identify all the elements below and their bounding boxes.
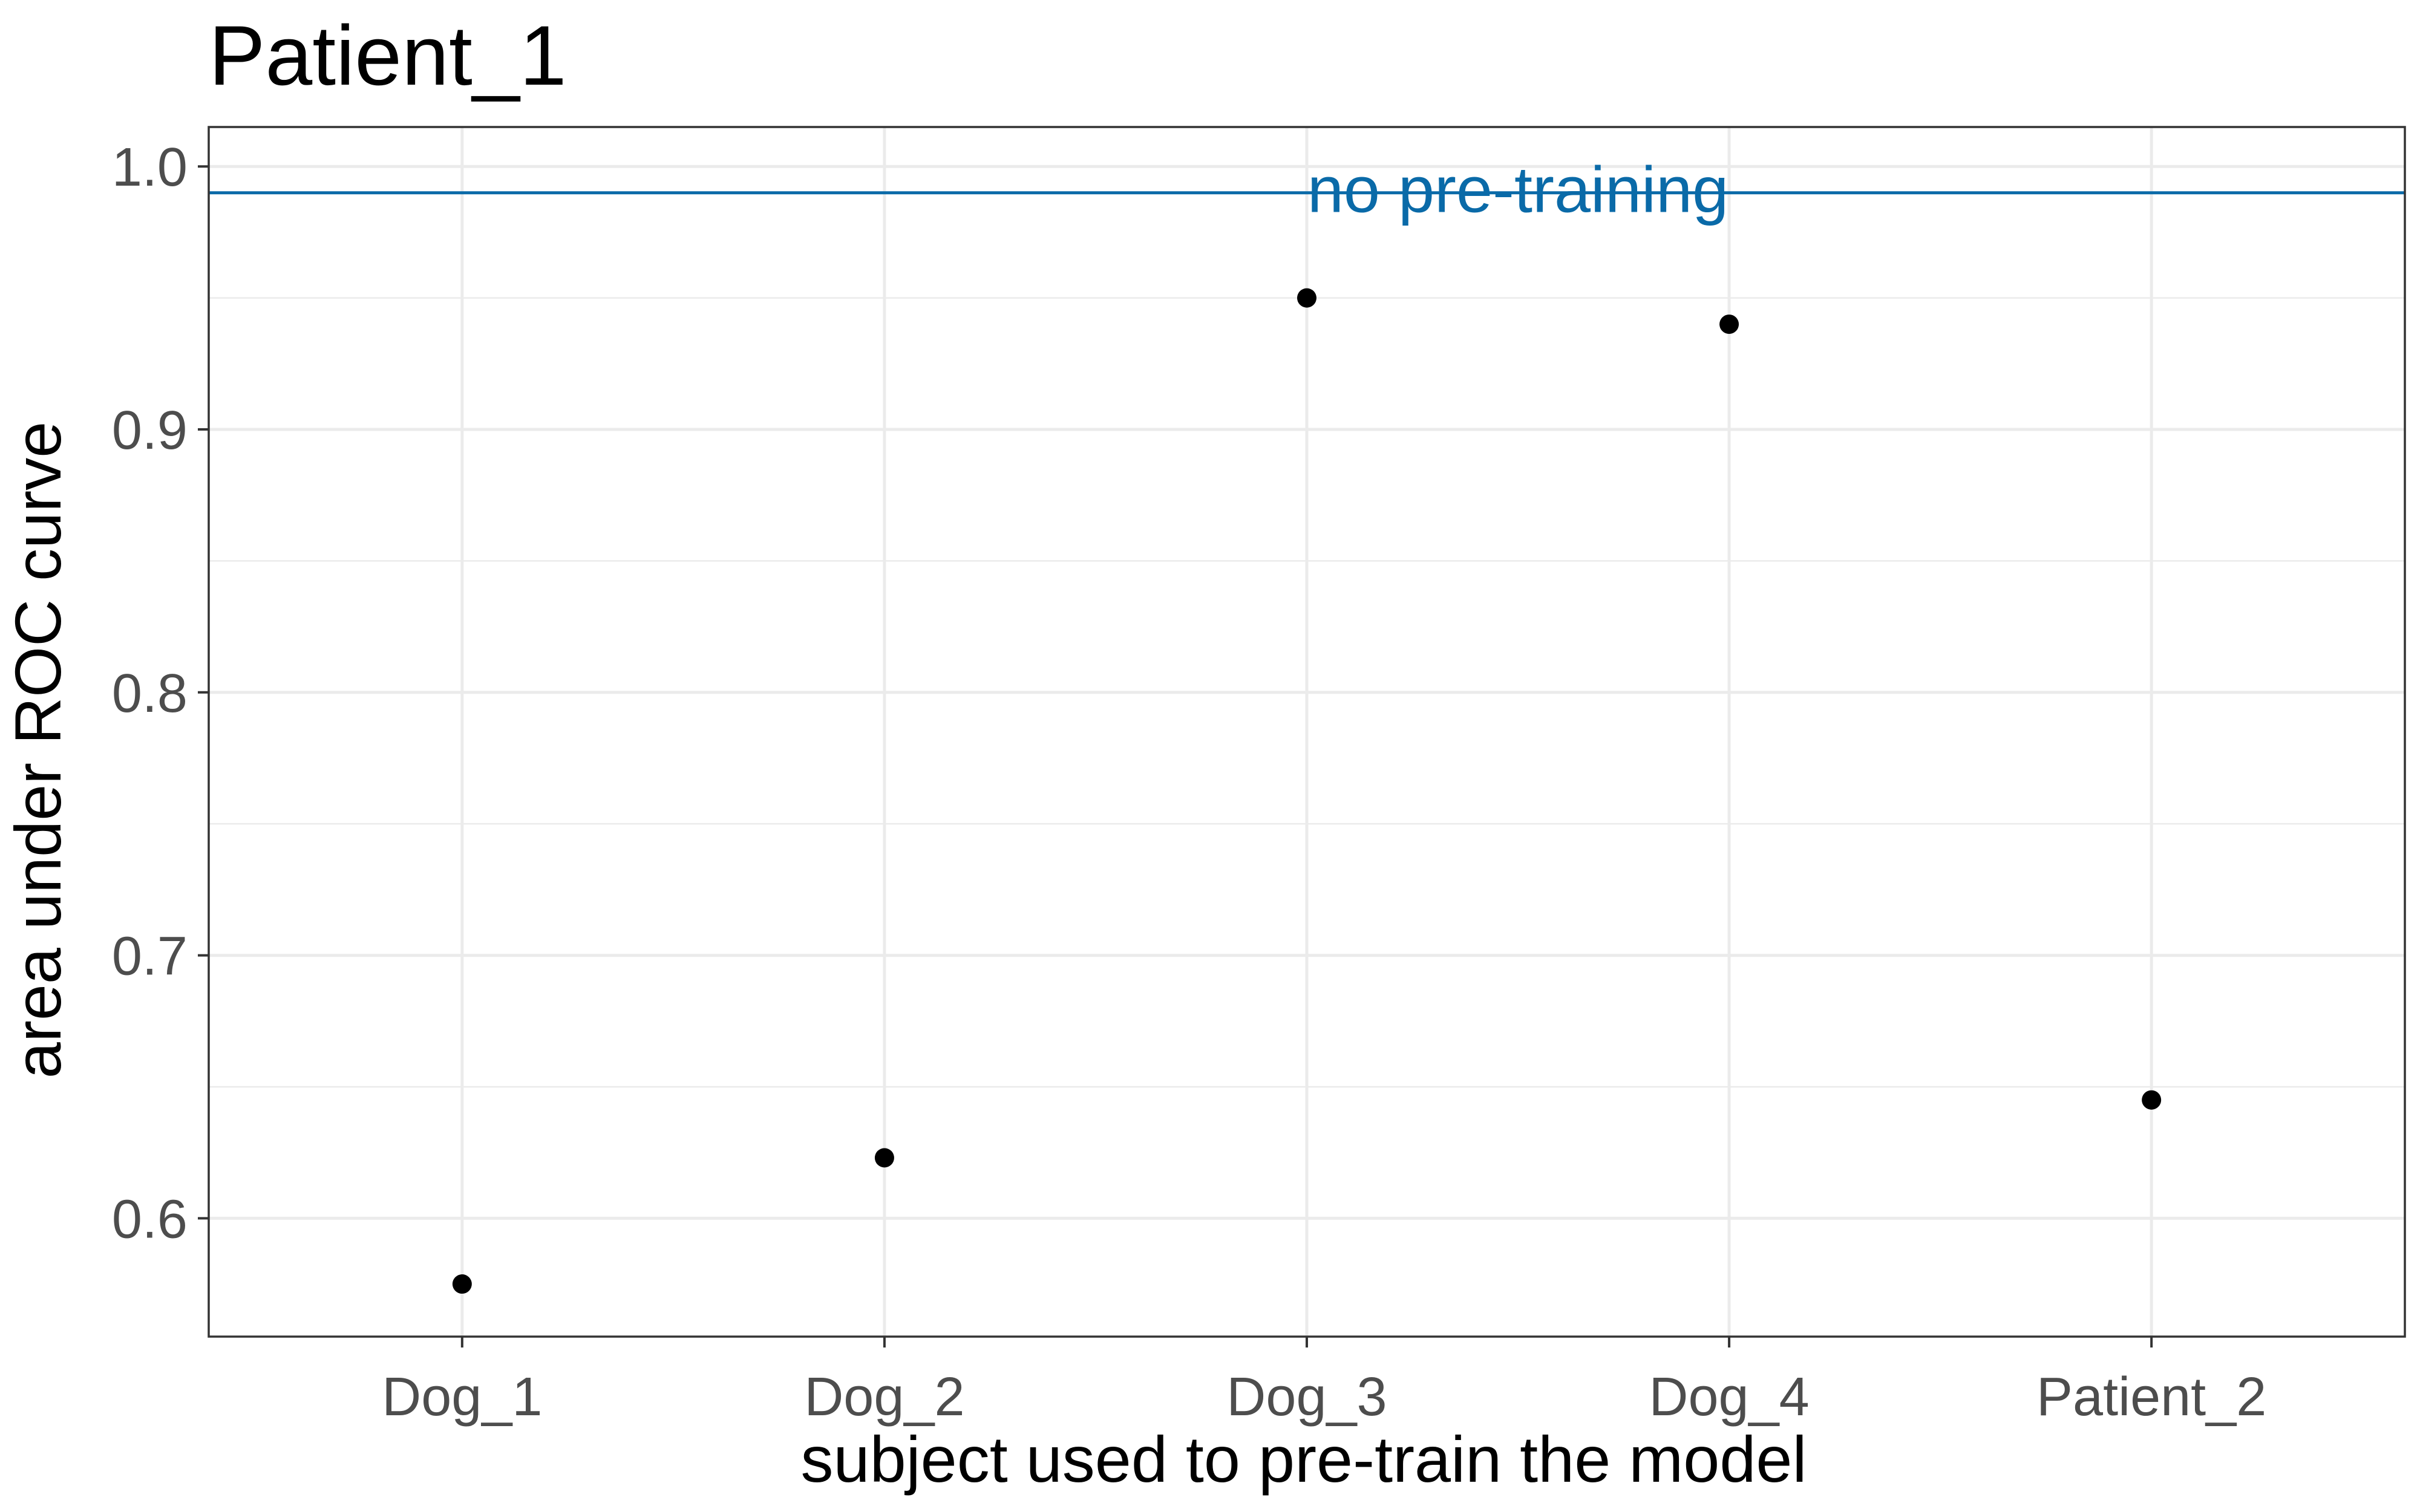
x-axis-ticks: Dog_1 Dog_2 Dog_3 Dog_4 Patient_2 xyxy=(382,1337,2266,1427)
data-point-patient-2 xyxy=(2142,1090,2162,1110)
y-tick-label: 0.8 xyxy=(112,663,188,724)
y-axis-ticks: 0.6 0.7 0.8 0.9 1.0 xyxy=(112,137,209,1250)
y-tick-label: 1.0 xyxy=(112,137,188,198)
major-gridlines xyxy=(209,127,2405,1337)
x-tick-label: Dog_2 xyxy=(804,1367,964,1427)
x-tick-label: Patient_2 xyxy=(2036,1367,2266,1427)
x-tick-label: Dog_1 xyxy=(382,1367,542,1427)
y-tick-label: 0.7 xyxy=(112,927,188,987)
reference-line-group: no pre-training xyxy=(209,153,2405,226)
y-tick-label: 0.9 xyxy=(112,400,188,461)
x-tick-label: Dog_3 xyxy=(1226,1367,1387,1427)
x-axis-label: subject used to pre-train the model xyxy=(801,1422,1807,1496)
y-tick-label: 0.6 xyxy=(112,1189,188,1250)
chart-title: Patient_1 xyxy=(209,8,567,103)
data-points xyxy=(452,288,2162,1294)
y-axis-label: area under ROC curve xyxy=(1,422,74,1079)
x-tick-label: Dog_4 xyxy=(1649,1367,1809,1427)
data-point-dog-3 xyxy=(1297,288,1316,308)
data-point-dog-2 xyxy=(874,1148,894,1168)
data-point-dog-1 xyxy=(452,1274,472,1294)
data-point-dog-4 xyxy=(1719,314,1739,334)
no-pretraining-label: no pre-training xyxy=(1307,153,1728,226)
